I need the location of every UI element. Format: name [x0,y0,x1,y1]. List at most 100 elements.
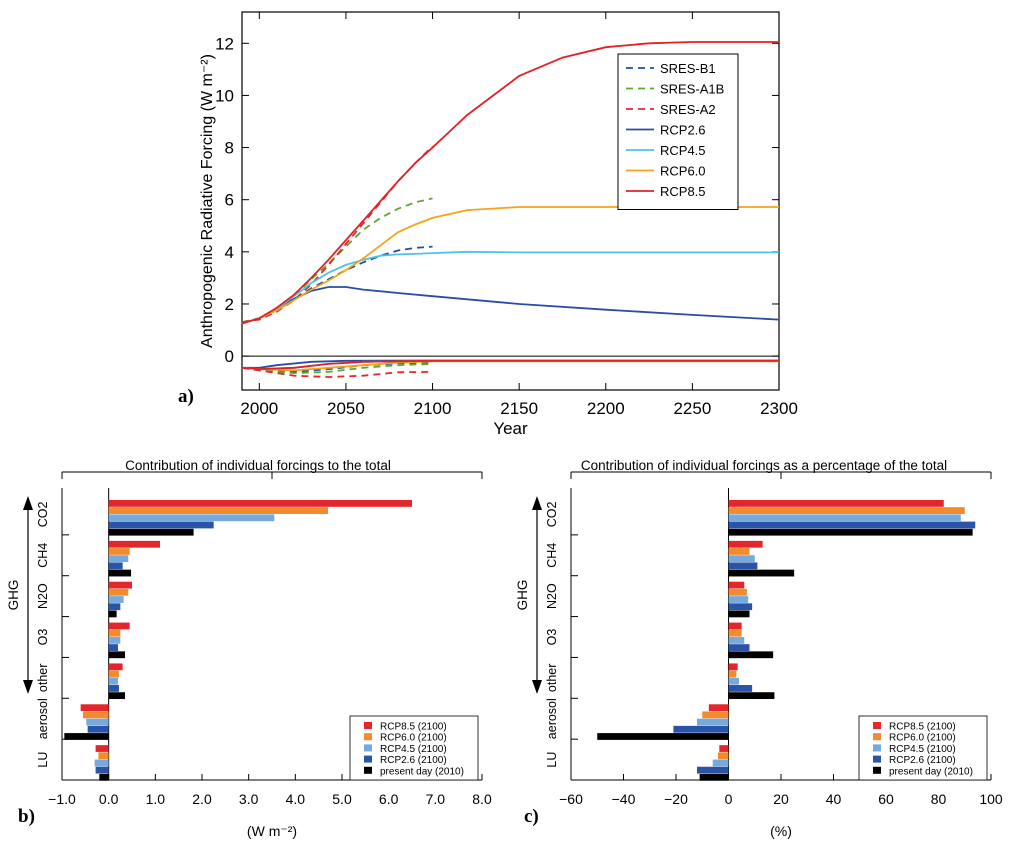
bar-lu-rcp8-5-2100 [719,745,729,752]
bar-ch4-rcp6-0-2100 [108,548,130,555]
y-tick-label: 8 [225,139,234,158]
x-tick-label: 2050 [327,399,365,418]
bar-co2-present-day-2010 [108,528,194,536]
legend-label: RCP2.6 (2100) [380,755,447,766]
y-tick-label: 0 [225,347,234,366]
bar-aerosol-rcp2-6-2100 [87,725,109,733]
x-tick-label: 3.0 [239,791,259,807]
bar-lu-present-day-2010 [99,773,109,781]
category-label: O3 [36,629,50,646]
series-line-aerosol-9 [241,366,433,378]
bar-n2o-present-day-2010 [728,610,750,618]
legend-label: RCP2.6 [660,123,706,138]
bar-n2o-present-day-2010 [108,610,117,618]
bar-other-present-day-2010 [108,692,125,700]
bar-lu-rcp2-6-2100 [697,766,729,774]
bar-n2o-rcp6-0-2100 [728,588,747,596]
x-tick-label: 7.0 [426,791,446,807]
category-label: aerosol [36,698,50,739]
legend-label: SRES-A1B [660,82,724,97]
y-tick-label: 2 [225,295,234,314]
series-line-aerosol-13 [241,359,779,371]
bar-co2-rcp2-6-2100 [728,521,976,529]
bar-co2-rcp4-5-2100 [108,514,275,522]
bar-o3-rcp6-0-2100 [108,629,121,637]
category-label: N2O [36,583,50,609]
x-tick-label: −1.0 [48,791,76,807]
bar-o3-rcp2-6-2100 [108,644,118,651]
legend-label: SRES-A2 [660,102,716,117]
x-tick-label: 1.0 [146,791,166,807]
x-tick-label: −60 [559,791,583,807]
panel-label-a: a) [178,386,194,407]
x-tick-label: 2100 [414,399,452,418]
bar-aerosol-rcp4-5-2100 [697,718,729,726]
bar-o3-present-day-2010 [728,651,774,659]
bar-ch4-rcp8-5-2100 [108,540,160,548]
legend-swatch [364,744,372,752]
series-line-aerosol-12 [241,360,779,372]
x-tick-label: 2300 [760,399,798,418]
x-tick-label: 100 [979,791,1003,807]
bar-other-rcp8-5-2100 [728,663,738,671]
bar-ch4-rcp6-0-2100 [728,548,750,555]
series-line-rcp8-5 [241,41,779,325]
bar-o3-rcp8-5-2100 [108,622,130,630]
bar-other-rcp6-0-2100 [728,670,737,678]
legend-swatch [873,733,881,741]
legend-label: RCP6.0 (2100) [889,733,956,744]
x-tick-label: 2000 [240,399,278,418]
bar-o3-rcp4-5-2100 [108,636,121,644]
panel-title: Contribution of individual forcings to t… [125,458,391,473]
bar-lu-rcp6-0-2100 [718,752,729,760]
ghg-group-label: GHG [515,580,530,611]
bar-aerosol-rcp6-0-2100 [702,711,729,719]
bar-aerosol-rcp6-0-2100 [83,711,109,719]
x-tick-label: 8.0 [472,791,492,807]
bar-co2-rcp8-5-2100 [108,500,413,507]
x-tick-label: 60 [878,791,894,807]
bar-co2-present-day-2010 [728,528,973,536]
bar-n2o-rcp8-5-2100 [728,581,745,589]
legend-label: RCP8.5 (2100) [380,722,447,733]
bar-o3-rcp8-5-2100 [728,622,742,630]
bar-n2o-rcp4-5-2100 [728,596,749,603]
bar-lu-rcp6-0-2100 [98,752,109,760]
legend-swatch [364,722,372,729]
x-tick-label: 2150 [500,399,538,418]
panel-label-b: b) [18,806,35,827]
series-line-rcp6-0 [241,206,779,325]
category-label: aerosol [545,698,559,739]
bar-other-rcp4-5-2100 [728,677,739,685]
bar-co2-rcp6-0-2100 [108,507,329,514]
bar-ch4-present-day-2010 [108,569,132,577]
panel-b-bar-chart: Contribution of individual forcings to t… [6,458,492,839]
x-tick-label: 80 [931,791,947,807]
legend-label: RCP2.6 (2100) [889,755,956,766]
legend-label: RCP8.5 (2100) [889,722,956,733]
category-label: CH4 [545,543,559,568]
x-tick-label: −40 [612,791,636,807]
bar-ch4-rcp4-5-2100 [108,555,129,563]
category-label: CO2 [36,502,50,528]
bar-n2o-rcp6-0-2100 [108,588,129,596]
bar-lu-rcp4-5-2100 [712,759,729,767]
category-label: other [545,664,559,693]
legend-label: RCP4.5 [660,143,706,158]
bar-aerosol-rcp8-5-2100 [80,704,109,712]
panel-title: Contribution of individual forcings as a… [581,458,947,473]
bar-other-present-day-2010 [728,692,775,700]
bar-ch4-rcp8-5-2100 [728,540,763,548]
legend-swatch [873,755,881,763]
y-tick-label: 4 [225,243,234,262]
x-axis-label: (W m⁻²) [247,823,297,839]
panel-a-line-chart: 2000 2050 2100 2150 2200 2250 2300 0 2 4 6 8 10 12 Yea… [178,11,798,438]
bar-aerosol-rcp4-5-2100 [86,718,109,726]
bar-ch4-rcp2-6-2100 [728,562,758,570]
bar-other-rcp4-5-2100 [108,677,118,685]
y-tick-label: 12 [215,34,234,53]
series-line-sres-a2 [241,145,434,324]
legend-box [617,53,739,210]
